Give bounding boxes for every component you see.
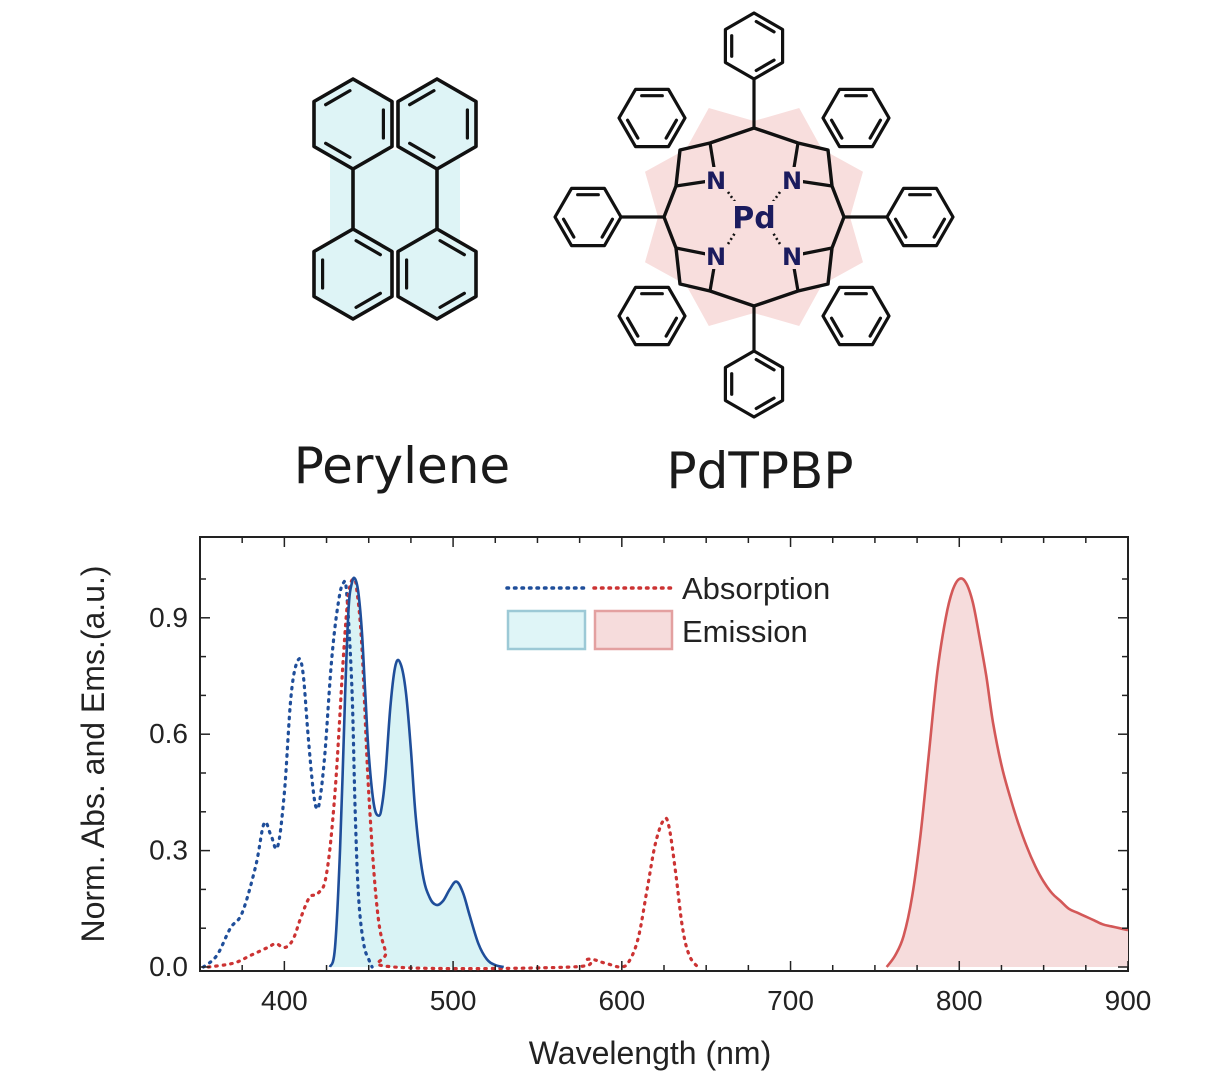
benzo-double-bond [664, 118, 679, 140]
y-tick-label: 0.3 [149, 835, 188, 866]
legend-emission-label: Emission [682, 614, 808, 649]
phenyl-double-bond [600, 217, 615, 239]
benzo-double-bond [829, 316, 844, 338]
phenyl-ring [723, 349, 785, 419]
phenyl-double-bond [893, 217, 908, 239]
x-tick-label: 500 [430, 985, 477, 1016]
phenyl-ring [553, 186, 623, 248]
pdtpbp-structure: N N N NPd [553, 11, 955, 419]
y-tick-label: 0.6 [149, 718, 188, 749]
benzo-double-bond [868, 316, 883, 338]
nitrogen-atom-label: N [706, 167, 726, 195]
phenyl-ring [723, 11, 785, 81]
absorption-line-1 [206, 577, 700, 971]
emission-fill-3 [886, 578, 1128, 967]
metal-label-bg [732, 201, 776, 233]
nitrogen-label-bg [705, 167, 727, 193]
x-tick-label: 900 [1105, 985, 1152, 1016]
coordination-bond [766, 191, 782, 210]
perylene-double-bond [354, 291, 382, 309]
perylene-double-bond [438, 239, 466, 257]
perylene-label: Perylene [294, 437, 510, 495]
nitrogen-atom-label: N [706, 243, 726, 271]
perylene-double-bond [408, 89, 436, 107]
benzo-ring [617, 87, 687, 149]
pdtpbp-label: PdTPBP [666, 442, 853, 500]
benzo-double-bond [868, 118, 883, 140]
y-tick-label: 0.0 [149, 951, 188, 982]
spectrum-chart: 400 500 600 700 800 900 0.0 0.3 0.6 0.9 Wavelengt… [75, 536, 1151, 1071]
legend-emission-red-swatch [593, 609, 674, 651]
benzo-double-bond [625, 316, 640, 338]
x-tick-label: 600 [598, 985, 645, 1016]
x-tick-label: 700 [767, 985, 814, 1016]
perylene-double-bond [324, 141, 352, 159]
benzo-ring [821, 87, 891, 149]
coordination-bond [726, 224, 742, 245]
nitrogen-label-bg [705, 243, 727, 269]
axis-tick-labels: 400 500 600 700 800 900 0.0 0.3 0.6 0.9 [149, 602, 1151, 1016]
coordination-bond [766, 224, 782, 245]
emission-fill-2 [329, 577, 504, 967]
absorption-line-0 [201, 579, 374, 969]
nitrogen-atom-label: N [782, 167, 802, 195]
perylene-double-bond [408, 141, 436, 159]
phenyl-double-bond [561, 217, 576, 239]
nitrogen-label-bg [781, 167, 803, 193]
nitrogen-label-bg [781, 243, 803, 269]
emission-line-3 [885, 577, 1129, 968]
coordination-bond [726, 191, 742, 210]
x-axis-title: Wavelength (nm) [529, 1035, 771, 1071]
benzo-ring [821, 285, 891, 347]
y-tick-label: 0.9 [149, 602, 188, 633]
phenyl-double-bond [754, 357, 776, 372]
benzo-double-bond [625, 118, 640, 140]
perylene-double-bond [324, 89, 352, 107]
benzo-ring [617, 285, 687, 347]
x-tick-label: 800 [936, 985, 983, 1016]
y-axis-title: Norm. Abs. and Ems.(a.u.) [75, 565, 111, 942]
perylene-structure [312, 77, 478, 321]
legend: Absorption Emission [505, 571, 830, 651]
emission-fills [329, 577, 1128, 967]
phenyl-double-bond [754, 19, 776, 34]
palladium-atom-label: Pd [732, 201, 775, 236]
benzo-double-bond [829, 118, 844, 140]
benzo-double-bond [664, 316, 679, 338]
phenyl-double-bond [754, 58, 776, 73]
nitrogen-atom-label: N [782, 243, 802, 271]
phenyl-double-bond [932, 217, 947, 239]
axis-ticks [199, 537, 1129, 971]
x-tick-label: 400 [261, 985, 308, 1016]
legend-absorption-label: Absorption [682, 571, 830, 606]
legend-emission-blue-swatch [506, 609, 587, 651]
phenyl-ring [885, 186, 955, 248]
emission-line-2 [328, 576, 504, 969]
perylene-double-bond [354, 239, 382, 257]
phenyl-double-bond [754, 396, 776, 411]
spectrum-lines [201, 576, 1129, 971]
perylene-double-bond [438, 291, 466, 309]
